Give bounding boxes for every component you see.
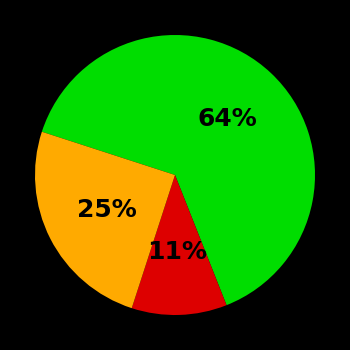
Text: 25%: 25%	[77, 198, 136, 222]
Wedge shape	[42, 35, 315, 305]
Text: 11%: 11%	[147, 240, 208, 264]
Text: 64%: 64%	[198, 107, 258, 131]
Wedge shape	[132, 175, 226, 315]
Wedge shape	[35, 132, 175, 308]
